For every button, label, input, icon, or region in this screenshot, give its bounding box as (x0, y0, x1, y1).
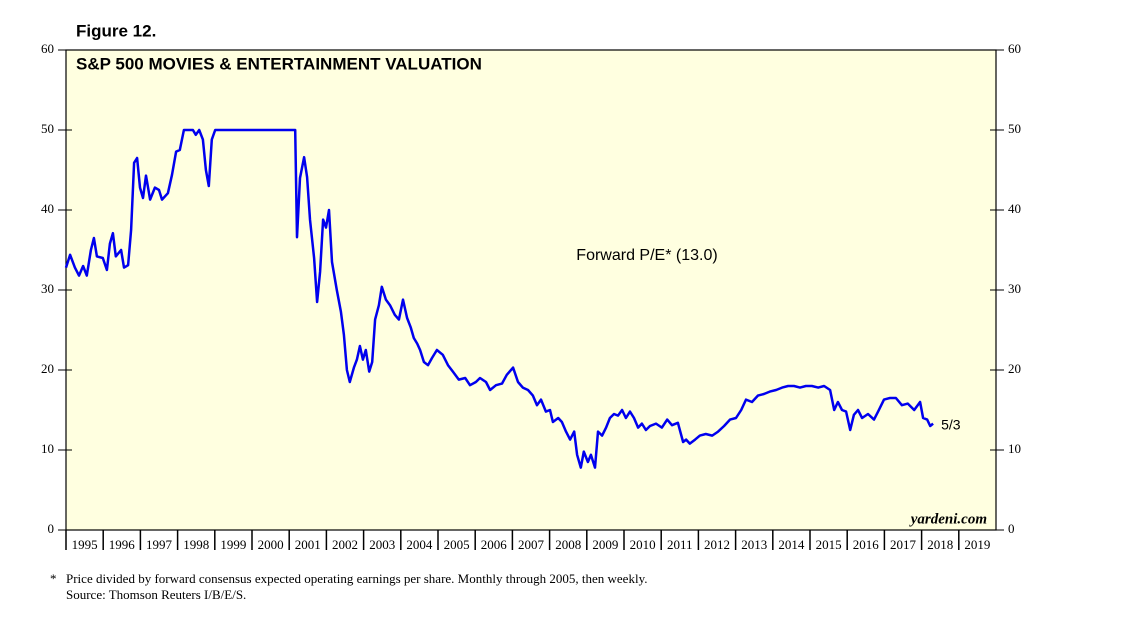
plot-area (65, 49, 997, 531)
y-tick-label: 30 (41, 281, 54, 296)
y-tick-label: 50 (41, 121, 54, 136)
x-tick-label: 1995 (72, 537, 98, 552)
y2-tick-label: 10 (1008, 441, 1021, 456)
y2-tick-label: 20 (1008, 361, 1021, 376)
series-line (64, 128, 934, 469)
x-tick-label: 2006 (481, 537, 508, 552)
x-tick-label: 2016 (853, 537, 880, 552)
x-tick-label: 2005 (444, 537, 470, 552)
x-tick-label: 2008 (555, 537, 581, 552)
x-tick-label: 1998 (183, 537, 209, 552)
x-tick-label: 2013 (741, 537, 767, 552)
x-tick-label: 2003 (369, 537, 395, 552)
x-tick-label: 2009 (592, 537, 618, 552)
end-label: 5/3 (941, 416, 961, 432)
y-tick-label: 60 (41, 41, 54, 56)
x-tick-label: 2007 (518, 537, 545, 552)
y2-tick-label: 30 (1008, 281, 1021, 296)
footnote: Price divided by forward consensus expec… (66, 571, 647, 586)
x-tick-label: 2004 (406, 537, 433, 552)
source: Source: Thomson Reuters I/B/E/S. (66, 587, 246, 602)
x-tick-label: 1999 (220, 537, 246, 552)
series-label: Forward P/E* (13.0) (576, 247, 717, 264)
y2-tick-label: 0 (1008, 521, 1015, 536)
source-brand: yardeni.com (909, 511, 987, 527)
y2-tick-label: 60 (1008, 41, 1021, 56)
x-tick-label: 2019 (964, 537, 990, 552)
figure-label: Figure 12. (76, 21, 156, 40)
y-tick-label: 10 (41, 441, 54, 456)
x-tick-label: 2000 (258, 537, 284, 552)
y-tick-label: 20 (41, 361, 54, 376)
y2-tick-label: 50 (1008, 121, 1021, 136)
x-tick-label: 2012 (704, 537, 730, 552)
y-tick-label: 40 (41, 201, 54, 216)
x-tick-label: 2010 (630, 537, 656, 552)
footnote-marker: * (50, 571, 57, 586)
x-tick-label: 2017 (890, 537, 917, 552)
x-tick-label: 2002 (332, 537, 358, 552)
x-tick-label: 2015 (816, 537, 842, 552)
x-tick-label: 2011 (667, 537, 693, 552)
x-tick-label: 2018 (927, 537, 953, 552)
x-tick-label: 2014 (778, 537, 805, 552)
x-tick-label: 2001 (295, 537, 321, 552)
y-tick-label: 0 (48, 521, 55, 536)
y2-tick-label: 40 (1008, 201, 1021, 216)
x-tick-label: 1997 (146, 537, 173, 552)
x-tick-label: 1996 (109, 537, 136, 552)
chart-title: S&P 500 MOVIES & ENTERTAINMENT VALUATION (76, 54, 482, 73)
